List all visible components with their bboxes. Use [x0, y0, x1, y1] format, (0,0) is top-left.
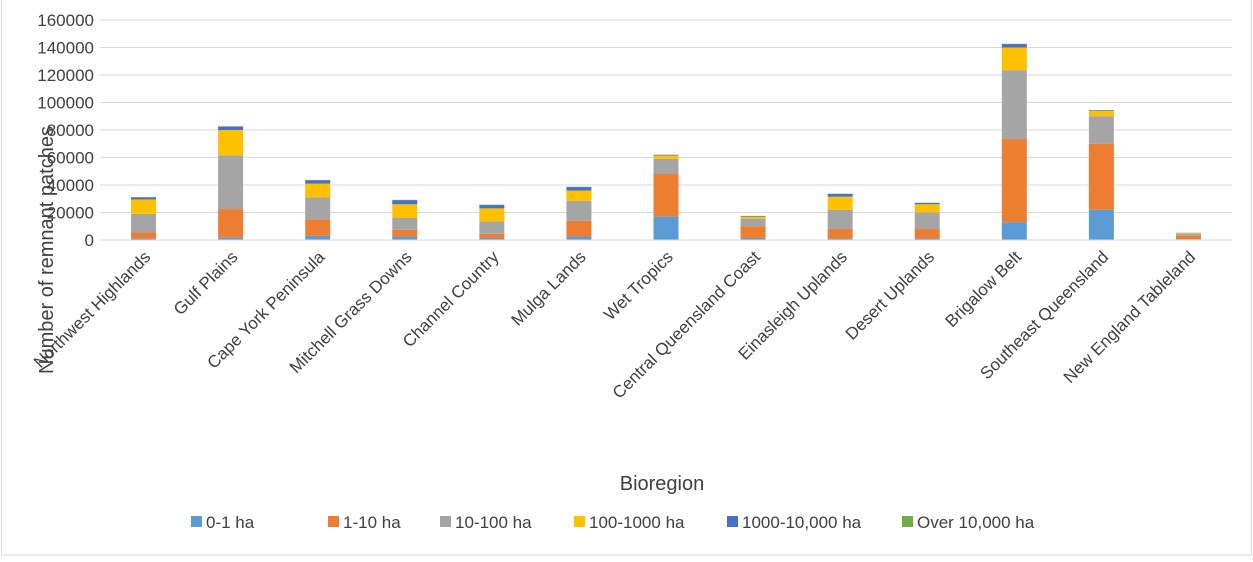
legend-label: 1000-10,000 ha: [742, 513, 862, 532]
bar-segment-3-10: [915, 213, 940, 230]
bar-segment-3-3: [305, 197, 330, 219]
bar-segment-3-4: [392, 218, 417, 230]
bar-segment-5-2: [218, 127, 243, 130]
bar-segment-4-11: [1002, 48, 1027, 71]
bar-segment-2-2: [218, 209, 243, 237]
bar-segment-5-6: [566, 187, 591, 190]
bar-segment-4-1: [131, 199, 156, 213]
legend-swatch: [328, 516, 339, 527]
bar-segment-5-12: [1089, 110, 1114, 111]
bar-segment-3-7: [654, 159, 679, 174]
bar-segment-1-6: [566, 237, 591, 240]
bar-segment-2-12: [1089, 144, 1114, 210]
legend-label: 1-10 ha: [343, 513, 401, 532]
bar-segment-3-8: [741, 219, 766, 227]
bar-segment-2-7: [654, 174, 679, 217]
y-tick-label: 120000: [37, 66, 94, 85]
bar-segment-2-3: [305, 219, 330, 236]
bar-segment-5-3: [305, 180, 330, 183]
bar-segment-4-10: [915, 204, 940, 212]
bar-segment-5-8: [741, 216, 766, 217]
y-tick-label: 0: [85, 231, 94, 250]
bar-segment-4-4: [392, 204, 417, 218]
legend-label: Over 10,000 ha: [917, 513, 1035, 532]
bar-segment-1-4: [392, 237, 417, 240]
bar-segment-1-11: [1002, 222, 1027, 240]
bar-segment-1-7: [654, 217, 679, 240]
bar-segment-3-9: [828, 210, 853, 229]
bar-segment-2-11: [1002, 139, 1027, 222]
bar-segment-4-12: [1089, 111, 1114, 117]
bar-segment-4-7: [654, 155, 679, 158]
bar-segment-4-13: [1176, 233, 1201, 234]
bar-segment-4-8: [741, 217, 766, 219]
bar-segment-2-9: [828, 229, 853, 239]
bar-segment-3-13: [1176, 234, 1201, 236]
bar-segment-5-5: [479, 205, 504, 208]
bar-segment-4-9: [828, 197, 853, 210]
bar-segment-2-10: [915, 229, 940, 239]
bar-segment-5-9: [828, 194, 853, 197]
bar-segment-1-12: [1089, 210, 1114, 240]
y-axis-title: Number of remnant patches: [36, 126, 58, 374]
legend-label: 100-1000 ha: [589, 513, 685, 532]
legend-swatch: [574, 516, 585, 527]
bar-segment-2-5: [479, 234, 504, 238]
bar-segment-5-11: [1002, 44, 1027, 47]
bar-segment-4-6: [566, 191, 591, 201]
bar-segment-2-4: [392, 230, 417, 237]
legend-swatch: [191, 516, 202, 527]
legend-swatch: [727, 516, 738, 527]
legend-label: 0-1 ha: [206, 513, 255, 532]
bar-segment-5-4: [392, 200, 417, 204]
legend-swatch: [440, 516, 451, 527]
bar-segment-3-1: [131, 214, 156, 233]
y-tick-label: 140000: [37, 39, 94, 58]
x-axis-title: Bioregion: [620, 473, 705, 495]
bar-segment-2-13: [1176, 236, 1201, 239]
bar-segment-1-3: [305, 236, 330, 240]
bar-segment-4-2: [218, 130, 243, 155]
bar-segment-5-1: [131, 197, 156, 199]
legend-swatch: [902, 516, 913, 527]
bar-segment-3-6: [566, 201, 591, 221]
bar-segment-2-1: [131, 232, 156, 238]
bar-segment-5-10: [915, 203, 940, 204]
bar-segment-2-8: [741, 226, 766, 238]
bar-segment-4-3: [305, 184, 330, 198]
bar-segment-4-5: [479, 208, 504, 221]
bar-segment-3-11: [1002, 70, 1027, 139]
legend-label: 10-100 ha: [455, 513, 532, 532]
bar-segment-3-2: [218, 155, 243, 209]
y-tick-label: 100000: [37, 94, 94, 113]
bar-segment-3-12: [1089, 116, 1114, 144]
bar-segment-3-5: [479, 221, 504, 233]
bar-segment-2-6: [566, 221, 591, 237]
y-tick-label: 160000: [37, 11, 94, 30]
bar-segment-5-7: [654, 155, 679, 156]
